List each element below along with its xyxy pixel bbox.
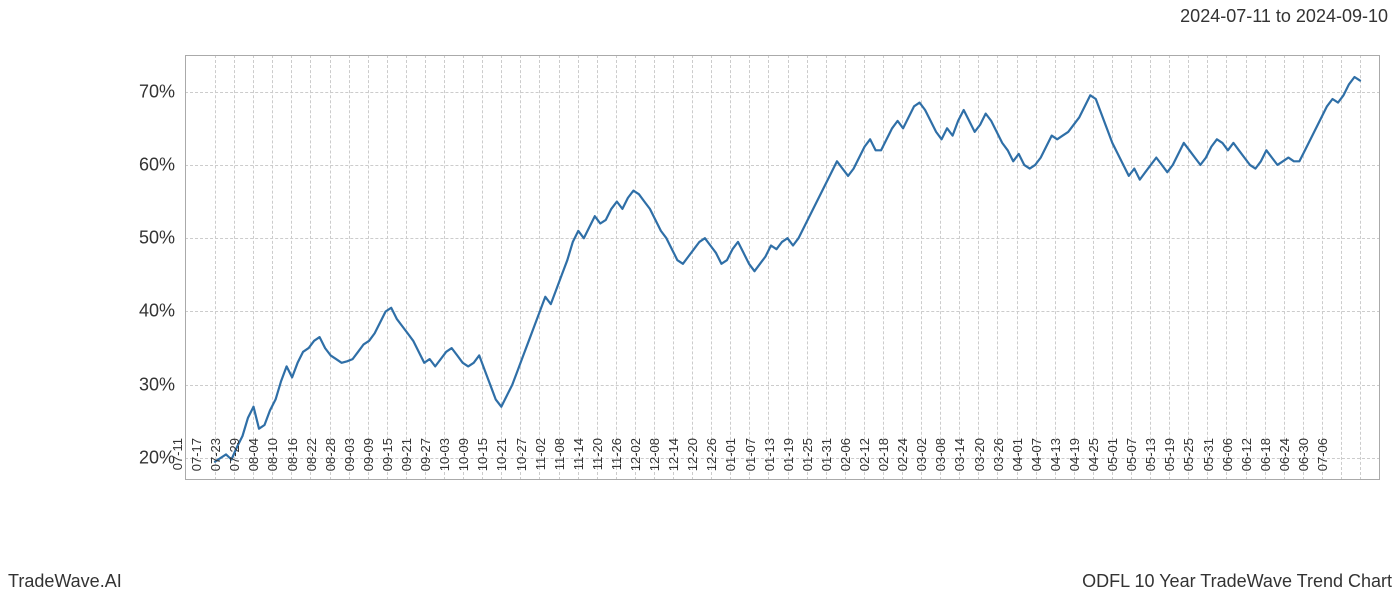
x-axis-tick-label: 06-18: [1258, 438, 1273, 488]
x-axis-tick-label: 12-08: [647, 438, 662, 488]
x-axis-tick-label: 09-27: [418, 438, 433, 488]
x-axis-tick-label: 11-08: [552, 438, 567, 488]
x-axis-tick-label: 10-15: [475, 438, 490, 488]
x-axis-tick-label: 01-31: [819, 438, 834, 488]
x-axis-tick-label: 04-19: [1067, 438, 1082, 488]
y-axis-tick-label: 20%: [115, 448, 175, 469]
x-axis-tick-label: 10-09: [456, 438, 471, 488]
x-axis-tick-label: 05-01: [1105, 438, 1120, 488]
x-axis-tick-label: 07-11: [170, 438, 185, 488]
x-axis-tick-label: 06-12: [1239, 438, 1254, 488]
date-range-label: 2024-07-11 to 2024-09-10: [1180, 6, 1388, 27]
chart-plot-area: [185, 55, 1380, 480]
x-axis-tick-label: 12-26: [704, 438, 719, 488]
x-axis-tick-label: 03-02: [914, 438, 929, 488]
x-axis-tick-label: 01-19: [781, 438, 796, 488]
x-axis-tick-label: 07-29: [227, 438, 242, 488]
x-axis-tick-label: 03-14: [952, 438, 967, 488]
x-axis-tick-label: 05-25: [1181, 438, 1196, 488]
x-axis-tick-label: 07-17: [189, 438, 204, 488]
x-axis-tick-label: 05-31: [1201, 438, 1216, 488]
y-axis-tick-label: 60%: [115, 154, 175, 175]
x-axis-tick-label: 06-24: [1277, 438, 1292, 488]
x-axis-tick-label: 09-15: [380, 438, 395, 488]
x-axis-tick-label: 05-13: [1143, 438, 1158, 488]
x-axis-tick-label: 02-24: [895, 438, 910, 488]
x-axis-tick-label: 10-03: [437, 438, 452, 488]
x-axis-tick-label: 03-20: [972, 438, 987, 488]
x-axis-tick-label: 10-27: [514, 438, 529, 488]
y-axis-tick-label: 70%: [115, 81, 175, 102]
y-axis-tick-label: 50%: [115, 228, 175, 249]
x-axis-tick-label: 11-14: [571, 438, 586, 488]
x-axis-tick-label: 04-25: [1086, 438, 1101, 488]
x-axis-tick-label: 02-06: [838, 438, 853, 488]
x-axis-tick-label: 01-07: [743, 438, 758, 488]
x-axis-tick-label: 08-16: [285, 438, 300, 488]
x-axis-tick-label: 10-21: [494, 438, 509, 488]
x-axis-tick-label: 08-04: [246, 438, 261, 488]
x-axis-tick-label: 04-13: [1048, 438, 1063, 488]
x-axis-tick-label: 09-03: [342, 438, 357, 488]
x-axis-tick-label: 11-02: [533, 438, 548, 488]
x-axis-tick-label: 09-21: [399, 438, 414, 488]
x-axis-tick-label: 06-30: [1296, 438, 1311, 488]
footer-brand: TradeWave.AI: [8, 571, 122, 592]
x-axis-tick-label: 01-25: [800, 438, 815, 488]
y-axis-tick-label: 30%: [115, 374, 175, 395]
y-axis-tick-label: 40%: [115, 301, 175, 322]
x-axis-tick-label: 03-08: [933, 438, 948, 488]
x-axis-tick-label: 05-07: [1124, 438, 1139, 488]
x-axis-tick-label: 11-26: [609, 438, 624, 488]
x-axis-tick-label: 04-07: [1029, 438, 1044, 488]
x-axis-tick-label: 04-01: [1010, 438, 1025, 488]
x-axis-tick-label: 08-22: [304, 438, 319, 488]
x-axis-tick-label: 03-26: [991, 438, 1006, 488]
x-axis-tick-label: 02-18: [876, 438, 891, 488]
x-axis-tick-label: 12-02: [628, 438, 643, 488]
x-axis-tick-label: 12-14: [666, 438, 681, 488]
trend-line: [185, 55, 1380, 480]
x-axis-tick-label: 08-10: [265, 438, 280, 488]
x-axis-tick-label: 12-20: [685, 438, 700, 488]
x-axis-tick-label: 02-12: [857, 438, 872, 488]
x-axis-tick-label: 09-09: [361, 438, 376, 488]
chart-title: ODFL 10 Year TradeWave Trend Chart: [1082, 571, 1392, 592]
x-axis-tick-label: 01-01: [723, 438, 738, 488]
x-axis-tick-label: 07-06: [1315, 438, 1330, 488]
x-axis-tick-label: 05-19: [1162, 438, 1177, 488]
x-axis-tick-label: 08-28: [323, 438, 338, 488]
x-axis-tick-label: 07-23: [208, 438, 223, 488]
x-axis-tick-label: 01-13: [762, 438, 777, 488]
x-axis-tick-label: 06-06: [1220, 438, 1235, 488]
x-axis-tick-label: 11-20: [590, 438, 605, 488]
